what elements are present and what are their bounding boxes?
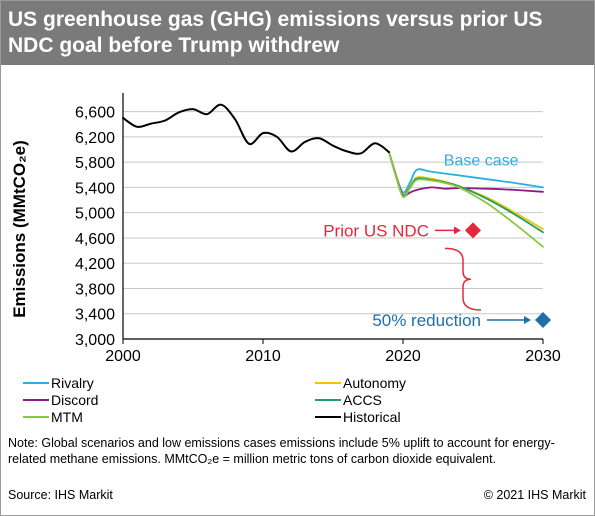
legend-label: Discord: [51, 392, 99, 408]
y-tick-label: 5,400: [75, 180, 115, 197]
y-tick-label: 3,000: [75, 332, 115, 349]
legend-label: ACCS: [343, 392, 382, 408]
series-line-historical: [122, 103, 390, 155]
legend-swatch: [315, 399, 341, 401]
legend-swatch: [315, 382, 341, 384]
x-tick-label: 2000: [105, 348, 141, 365]
reduction-label: 50% reduction: [372, 311, 481, 330]
legend-item-rivalry: Rivalry: [23, 375, 94, 391]
prior-ndc-marker: [465, 222, 481, 239]
marker-arrow-head: [454, 226, 461, 235]
legend-swatch: [23, 416, 49, 418]
legend-label: Rivalry: [51, 375, 94, 391]
x-tick-label: 2020: [385, 348, 421, 365]
copyright-notice: © 2021 IHS Markit: [483, 488, 586, 502]
y-tick-label: 5,800: [75, 155, 115, 172]
y-tick-label: 4,600: [75, 231, 115, 248]
prior-ndc-label: Prior US NDC: [323, 221, 429, 240]
chart-note: Note: Global scenarios and low emissions…: [8, 436, 555, 466]
y-tick-label: 6,200: [75, 130, 115, 147]
x-tick-label: 2010: [245, 348, 281, 365]
x-tick-label: 2030: [525, 348, 561, 365]
y-tick-label: 3,400: [75, 307, 115, 324]
y-axis-label: Emissions (MMtCO₂e): [10, 140, 29, 318]
legend-swatch: [315, 416, 341, 418]
legend-item-accs: ACCS: [315, 392, 382, 408]
y-tick-label: 4,200: [75, 256, 115, 273]
legend-swatch: [23, 399, 49, 401]
source-credit: Source: IHS Markit: [8, 488, 113, 502]
annotation-base-case: Base case: [444, 152, 519, 169]
legend-item-mtm: MTM: [23, 409, 83, 425]
legend-label: Historical: [343, 409, 401, 425]
y-tick-label: 6,600: [75, 105, 115, 122]
marker-arrow-head: [524, 316, 531, 325]
legend-label: Autonomy: [343, 375, 407, 391]
series-line-mtm: [388, 151, 544, 248]
y-tick-label: 5,000: [75, 206, 115, 223]
chart-plot: 3,000 3,400 3,800 4,200 4,600 5,000 5,400 5,800…: [75, 93, 561, 365]
reduction-brace: [444, 247, 482, 311]
reduction-marker: [535, 312, 551, 329]
y-tick-label: 3,800: [75, 281, 115, 298]
legend-item-autonomy: Autonomy: [315, 375, 406, 391]
legend-item-discord: Discord: [23, 392, 98, 408]
title-bar: US greenhouse gas (GHG) emissions versus…: [1, 1, 594, 65]
legend-label: MTM: [51, 409, 83, 425]
legend-item-historical: Historical: [315, 409, 401, 425]
chart-title: US greenhouse gas (GHG) emissions versus…: [8, 8, 543, 57]
legend-swatch: [23, 382, 49, 384]
